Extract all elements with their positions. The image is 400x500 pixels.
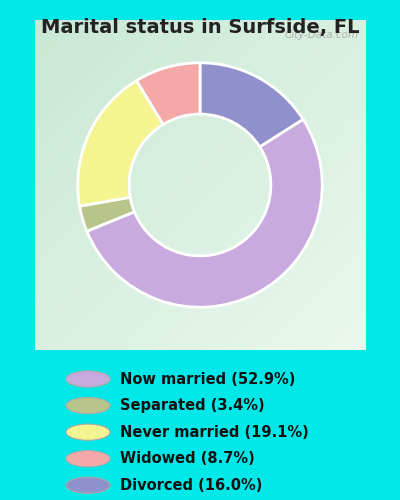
Circle shape: [66, 371, 110, 387]
Wedge shape: [200, 63, 303, 147]
Text: Now married (52.9%): Now married (52.9%): [120, 372, 295, 386]
Text: Marital status in Surfside, FL: Marital status in Surfside, FL: [41, 18, 359, 36]
Text: City-Data.com: City-Data.com: [284, 30, 358, 40]
Circle shape: [66, 398, 110, 413]
Text: Divorced (16.0%): Divorced (16.0%): [120, 478, 262, 493]
Circle shape: [66, 450, 110, 467]
Wedge shape: [136, 63, 200, 124]
Wedge shape: [78, 80, 163, 206]
Wedge shape: [80, 198, 134, 231]
Circle shape: [66, 477, 110, 494]
Text: Separated (3.4%): Separated (3.4%): [120, 398, 265, 413]
Text: Never married (19.1%): Never married (19.1%): [120, 424, 309, 440]
Circle shape: [66, 424, 110, 440]
Text: Widowed (8.7%): Widowed (8.7%): [120, 451, 255, 466]
Wedge shape: [87, 120, 322, 307]
